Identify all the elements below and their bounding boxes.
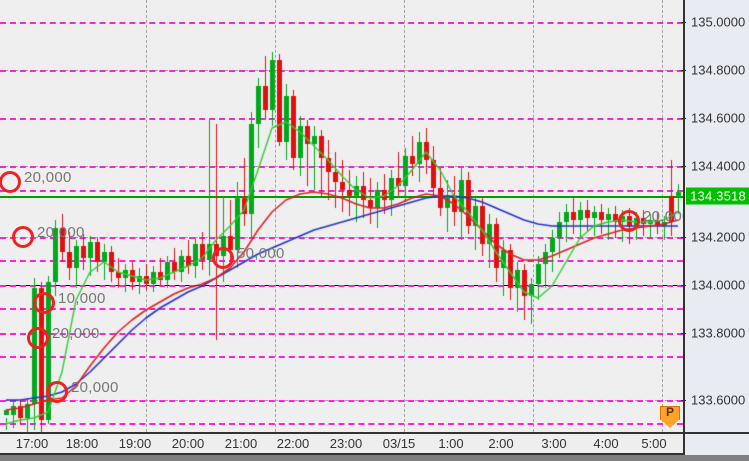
pennant-label: P bbox=[665, 405, 674, 419]
circle-marker-icon bbox=[12, 226, 34, 248]
time-axis-tick: 4:00 bbox=[593, 436, 619, 451]
pennant-tip bbox=[660, 419, 680, 428]
time-axis-tick: 22:00 bbox=[276, 436, 310, 451]
price-axis-tick: 135.0000 bbox=[691, 14, 746, 30]
price-axis-tickmark bbox=[681, 237, 686, 238]
volume-annotation-label: 20,000 bbox=[37, 224, 85, 241]
time-axis-tick: 21:00 bbox=[224, 436, 258, 451]
price-axis-tickmark bbox=[681, 333, 686, 334]
volume-annotation-label: 20,000 bbox=[643, 208, 683, 225]
volume-annotation-label: 50,000 bbox=[237, 245, 285, 262]
time-axis-tick: 17:00 bbox=[15, 436, 49, 451]
price-axis-tick: 134.8000 bbox=[691, 62, 746, 78]
price-axis-tickmark bbox=[681, 285, 686, 286]
time-axis-tick: 23:00 bbox=[329, 436, 363, 451]
time-axis-tick: 18:00 bbox=[65, 436, 99, 451]
time-axis-tick: 1:00 bbox=[438, 436, 464, 451]
circle-marker-icon bbox=[618, 210, 640, 232]
circle-marker-icon bbox=[33, 292, 55, 314]
price-axis-tickmark bbox=[681, 22, 686, 23]
price-axis-tick: 134.4000 bbox=[691, 158, 746, 174]
price-axis-tick: 134.0000 bbox=[691, 277, 746, 293]
price-axis-tickmark bbox=[681, 400, 686, 401]
circle-marker-icon bbox=[46, 381, 68, 403]
price-axis[interactable]: 135.0000 134.8000 134.6000 134.4000 134.2000… bbox=[681, 0, 749, 432]
pennant-marker-icon[interactable]: P bbox=[660, 405, 680, 428]
price-axis-tick: 133.6000 bbox=[691, 392, 746, 408]
chart-plot-area[interactable]: 20,000 20,000 50,000 10,000 20,000 20,000 20,0… bbox=[0, 0, 683, 432]
time-axis-tick: 5:00 bbox=[641, 436, 667, 451]
circle-marker-icon bbox=[212, 247, 234, 269]
candlestick-canvas[interactable] bbox=[0, 0, 683, 432]
time-axis[interactable]: 17:00 18:00 19:00 20:00 21:00 22:00 23:00 03/15… bbox=[0, 432, 683, 455]
price-axis-tick: 133.8000 bbox=[691, 325, 746, 341]
volume-annotation-label: 20,000 bbox=[52, 325, 100, 342]
price-axis-tick: 134.6000 bbox=[691, 110, 746, 126]
axis-corner bbox=[683, 432, 749, 455]
time-axis-tick: 3:00 bbox=[541, 436, 567, 451]
price-axis-tickmark bbox=[681, 166, 686, 167]
price-axis-tickmark bbox=[681, 118, 686, 119]
time-axis-tick: 03/15 bbox=[382, 436, 416, 451]
price-axis-tickmark bbox=[681, 70, 686, 71]
price-axis-tick: 134.2000 bbox=[691, 229, 746, 245]
time-axis-tick: 20:00 bbox=[171, 436, 205, 451]
volume-annotation-label: 20,000 bbox=[24, 169, 72, 186]
circle-marker-icon bbox=[27, 327, 49, 349]
current-price-badge: 134.3518 bbox=[686, 187, 749, 205]
time-axis-tick: 2:00 bbox=[488, 436, 514, 451]
circle-marker-icon bbox=[0, 171, 21, 193]
volume-annotation-label: 20,000 bbox=[71, 379, 119, 396]
taskbar[interactable] bbox=[0, 455, 749, 461]
volume-annotation-label: 10,000 bbox=[58, 290, 106, 307]
time-axis-tick: 19:00 bbox=[118, 436, 152, 451]
